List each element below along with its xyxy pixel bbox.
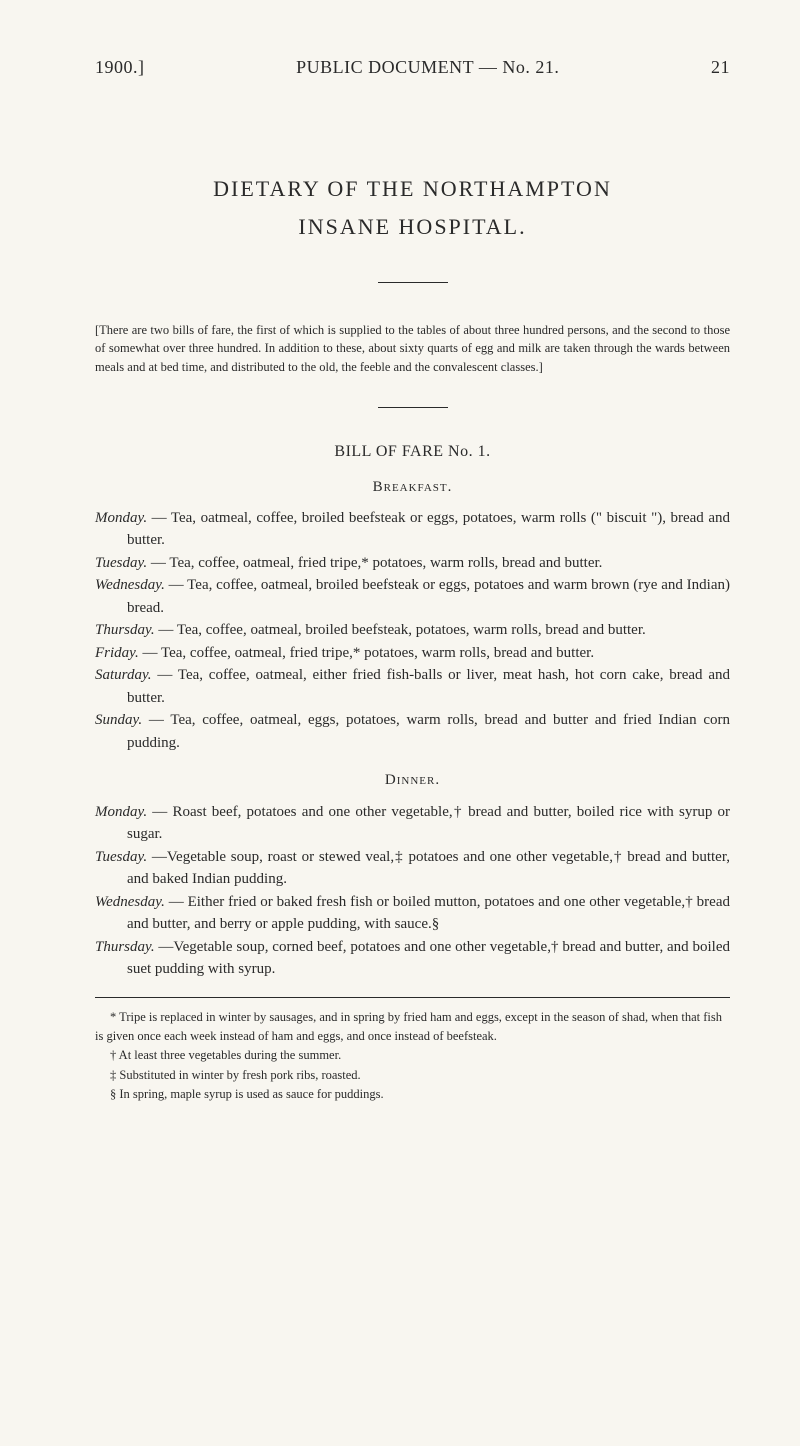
dinner-block: Monday. — Roast beef, potatoes and one o…	[95, 801, 730, 981]
day-text: — Tea, coffee, oatmeal, broiled beefstea…	[127, 577, 730, 616]
day-text: —Vegetable soup, corned beef, potatoes a…	[127, 939, 730, 978]
breakfast-entry: Monday. — Tea, oatmeal, coffee, broiled …	[95, 507, 730, 552]
day-label: Sunday.	[95, 712, 142, 728]
day-text: — Either fried or baked fresh fish or bo…	[127, 894, 730, 933]
dinner-entry: Monday. — Roast beef, potatoes and one o…	[95, 801, 730, 846]
main-title-line1: DIETARY OF THE NORTHAMPTON	[95, 174, 730, 204]
breakfast-entry: Saturday. — Tea, coffee, oatmeal, either…	[95, 664, 730, 709]
bill-of-fare-title: BILL OF FARE No. 1.	[95, 441, 730, 463]
day-label: Saturday.	[95, 667, 152, 683]
day-text: — Tea, coffee, oatmeal, eggs, potatoes, …	[127, 712, 730, 751]
section-rule	[378, 407, 448, 408]
day-text: — Tea, coffee, oatmeal, fried tripe,* po…	[139, 645, 594, 661]
footnotes-block: * Tripe is replaced in winter by sausage…	[95, 1008, 730, 1105]
breakfast-entry: Wednesday. — Tea, coffee, oatmeal, broil…	[95, 574, 730, 619]
breakfast-entry: Tuesday. — Tea, coffee, oatmeal, fried t…	[95, 552, 730, 575]
header-year: 1900.]	[95, 55, 145, 79]
day-label: Tuesday.	[95, 555, 147, 571]
footnote-rule	[95, 997, 730, 998]
breakfast-entry: Friday. — Tea, coffee, oatmeal, fried tr…	[95, 642, 730, 665]
dinner-heading: Dinner.	[95, 770, 730, 790]
breakfast-heading: Breakfast.	[95, 477, 730, 497]
day-label: Tuesday.	[95, 849, 147, 865]
dinner-entry: Wednesday. — Either fried or baked fresh…	[95, 891, 730, 936]
header-page-number: 21	[711, 55, 730, 79]
breakfast-entry: Thursday. — Tea, coffee, oatmeal, broile…	[95, 619, 730, 642]
title-rule	[378, 282, 448, 283]
footnote-vegetables: † At least three vegetables during the s…	[95, 1046, 730, 1065]
day-label: Friday.	[95, 645, 139, 661]
day-text: — Tea, coffee, oatmeal, broiled beefstea…	[155, 622, 646, 638]
dinner-entry: Tuesday. —Vegetable soup, roast or stewe…	[95, 846, 730, 891]
breakfast-block: Monday. — Tea, oatmeal, coffee, broiled …	[95, 507, 730, 755]
day-label: Wednesday.	[95, 894, 165, 910]
breakfast-entry: Sunday. — Tea, coffee, oatmeal, eggs, po…	[95, 709, 730, 754]
day-label: Thursday.	[95, 939, 155, 955]
intro-bracket-paragraph: [There are two bills of fare, the first …	[95, 321, 730, 377]
footnote-veal: ‡ Substituted in winter by fresh pork ri…	[95, 1066, 730, 1085]
page-header: 1900.] PUBLIC DOCUMENT — No. 21. 21	[95, 55, 730, 79]
footnote-sauce: § In spring, maple syrup is used as sauc…	[95, 1085, 730, 1104]
day-label: Thursday.	[95, 622, 155, 638]
header-doc-title: PUBLIC DOCUMENT — No. 21.	[145, 55, 712, 79]
day-label: Wednesday.	[95, 577, 165, 593]
day-label: Monday.	[95, 804, 147, 820]
dinner-entry: Thursday. —Vegetable soup, corned beef, …	[95, 936, 730, 981]
footnote-tripe: * Tripe is replaced in winter by sausage…	[95, 1008, 730, 1047]
day-label: Monday.	[95, 510, 147, 526]
day-text: — Tea, coffee, oatmeal, either fried fis…	[127, 667, 730, 706]
day-text: —Vegetable soup, roast or stewed veal,‡ …	[127, 849, 730, 888]
day-text: — Roast beef, potatoes and one other veg…	[127, 804, 730, 843]
main-title-line2: INSANE HOSPITAL.	[95, 212, 730, 242]
day-text: — Tea, coffee, oatmeal, fried tripe,* po…	[147, 555, 602, 571]
day-text: — Tea, oatmeal, coffee, broiled beefstea…	[127, 510, 730, 549]
